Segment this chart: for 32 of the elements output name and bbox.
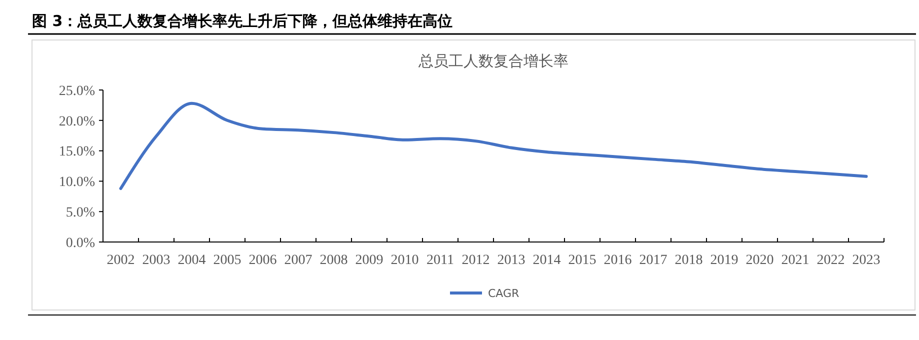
y-tick-label: 0.0% xyxy=(66,236,96,251)
x-tick-label: 2018 xyxy=(674,253,703,268)
x-tick-label: 2015 xyxy=(568,253,596,268)
x-tick-label: 2004 xyxy=(178,253,206,268)
y-tick-label: 20.0% xyxy=(58,114,96,130)
x-tick-label: 2017 xyxy=(639,253,668,268)
x-tick-label: 2007 xyxy=(284,253,312,268)
x-tick-label: 2016 xyxy=(604,253,632,268)
x-tick-label: 2013 xyxy=(497,253,526,268)
x-tick-label: 2021 xyxy=(781,253,810,268)
x-tick-label: 2002 xyxy=(106,253,135,268)
x-tick-label: 2012 xyxy=(462,253,490,268)
x-tick-label: 2008 xyxy=(320,253,348,268)
x-tick-label: 2023 xyxy=(852,253,880,268)
chart-subtitle: 总员工人数复合增长率 xyxy=(418,52,568,70)
y-tick-label: 10.0% xyxy=(58,175,96,190)
x-tick-label: 2006 xyxy=(248,253,277,268)
y-tick-label: 25.0% xyxy=(58,84,96,99)
x-tick-label: 2010 xyxy=(390,253,419,268)
x-tick-label: 2020 xyxy=(746,253,774,268)
x-tick-label: 2005 xyxy=(213,253,242,268)
line-series xyxy=(119,102,868,190)
legend-label: CAGR xyxy=(488,286,520,300)
x-tick-label: 2019 xyxy=(710,253,738,268)
x-tick-label: 2014 xyxy=(532,253,561,268)
y-tick-label: 5.0% xyxy=(66,206,96,220)
x-tick-label: 2003 xyxy=(142,253,170,268)
y-tick-label: 15.0% xyxy=(58,144,96,160)
x-tick-label: 2009 xyxy=(355,253,384,268)
chart-title: 图 3：总员工人数复合增长率先上升后下降，但总体维持在高位 xyxy=(32,12,453,30)
x-tick-label: 2022 xyxy=(816,253,845,268)
x-tick-label: 2011 xyxy=(426,253,454,268)
